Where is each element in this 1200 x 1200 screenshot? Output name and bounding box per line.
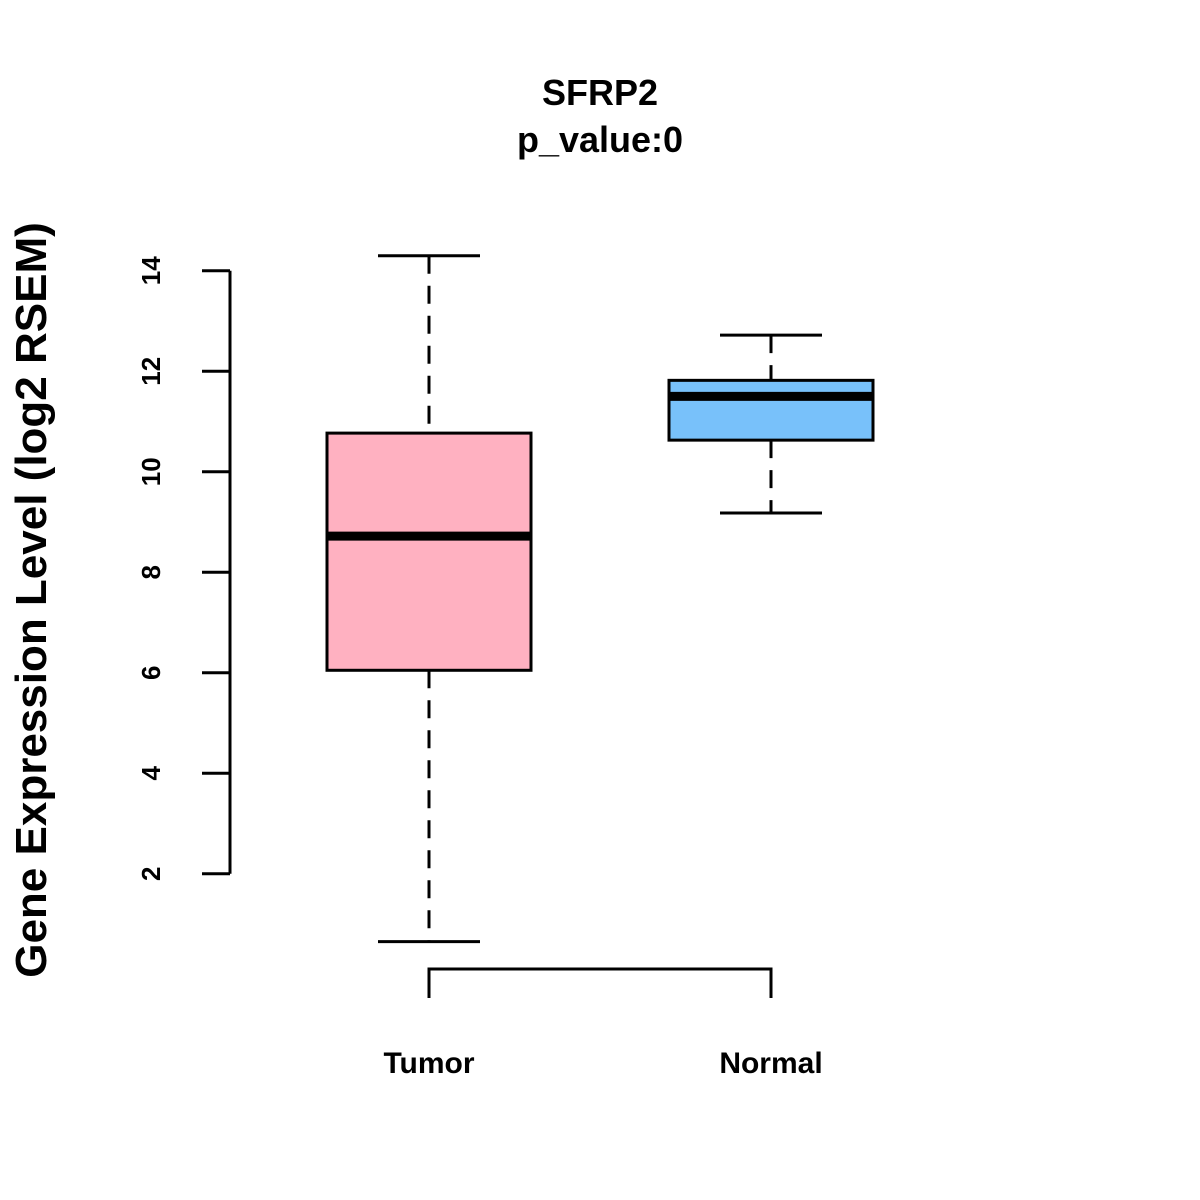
- comparison-bracket: [427, 967, 773, 998]
- y-tick-label: 4: [136, 766, 166, 781]
- y-axis: 2 4 6 8 10 12 14: [136, 256, 232, 881]
- iqr-box: [667, 378, 875, 442]
- x-axis-labels: Tumor Normal: [383, 1047, 822, 1080]
- y-axis-label: Gene Expression Level (log2 RSEM): [7, 222, 56, 978]
- y-tick-label: 12: [136, 357, 166, 386]
- box-series: [325, 254, 875, 944]
- iqr-box: [325, 431, 533, 672]
- x-label-tumor: Tumor: [383, 1047, 474, 1080]
- y-tick-label: 6: [136, 666, 166, 680]
- y-tick-label: 10: [136, 457, 166, 486]
- y-tick-label: 14: [136, 256, 166, 285]
- x-label-normal: Normal: [719, 1047, 822, 1080]
- chart-subtitle: p_value:0: [517, 119, 683, 160]
- box-tumor: [325, 254, 533, 944]
- box-normal: [667, 333, 875, 515]
- chart-title: SFRP2: [542, 72, 658, 113]
- y-tick-label: 8: [136, 565, 166, 579]
- y-tick-label: 2: [136, 867, 166, 881]
- bracket-line: [427, 967, 773, 998]
